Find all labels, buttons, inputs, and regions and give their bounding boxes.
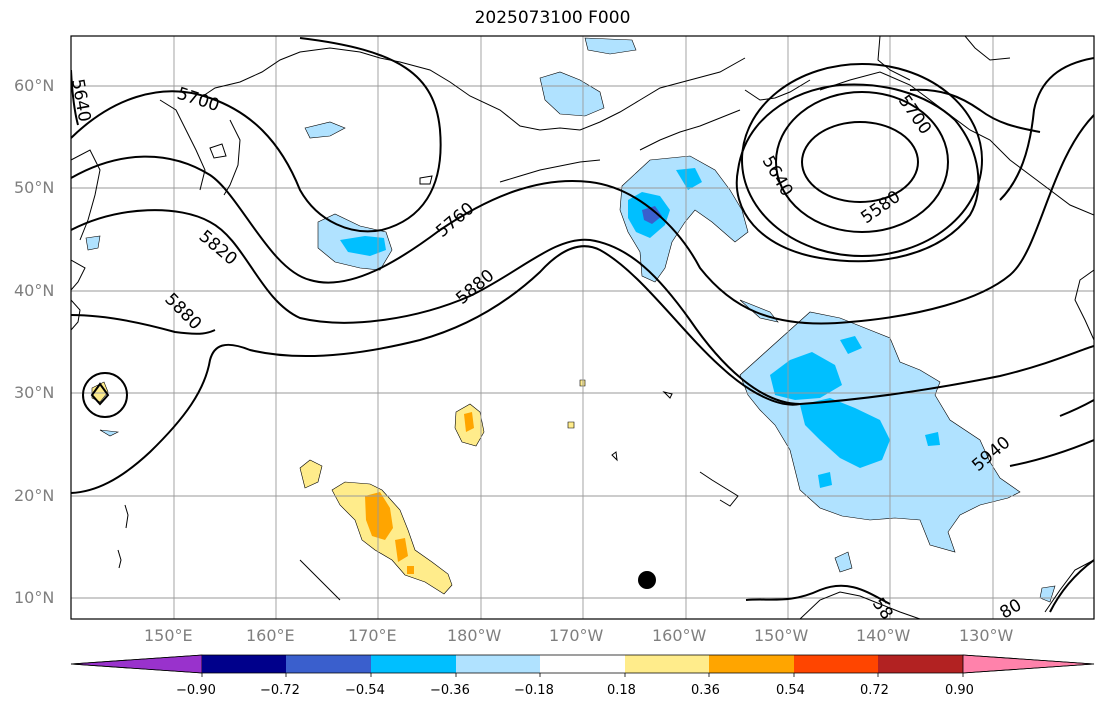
- colorbar-tick-label: 0.90: [945, 683, 974, 698]
- colorbar: [70, 654, 1095, 677]
- lon-label-130w: 130°W: [959, 626, 1014, 645]
- contour-label: 80: [997, 595, 1026, 623]
- lon-label-160e: 160°E: [246, 626, 295, 645]
- height-contours: [71, 37, 1094, 613]
- colorbar-tick-label: 0.72: [860, 683, 889, 698]
- colorbar-tick-label: −0.72: [260, 683, 300, 698]
- lon-label-170w: 170°W: [549, 626, 604, 645]
- colorbar-tick-label: −0.54: [345, 683, 385, 698]
- colorbar-segment: [371, 655, 456, 673]
- colorbar-tick-label: 0.54: [776, 683, 805, 698]
- colorbar-extend-high: [962, 654, 1095, 674]
- colorbar-tick-label: −0.90: [176, 683, 216, 698]
- colorbar-tick-label: −0.18: [514, 683, 554, 698]
- colorbar-segment: [540, 655, 625, 673]
- lon-label-140w: 140°W: [856, 626, 911, 645]
- coastlines: [71, 36, 1094, 619]
- lat-label-50n: 50°N: [14, 178, 55, 197]
- colorbar-segment: [709, 655, 794, 673]
- colorbar-segment: [625, 655, 709, 673]
- lon-label-160w: 160°W: [652, 626, 707, 645]
- contour-label: 5640: [67, 77, 94, 123]
- colorbar-segment: [794, 655, 878, 673]
- colorbar-tick-label: 0.36: [691, 683, 720, 698]
- map-canvas: 5700 5640 5820 5880 5760 5880 5640 5580 …: [67, 36, 1094, 623]
- lon-label-180w: 180°W: [447, 626, 502, 645]
- colorbar-tick-label: 0.18: [607, 683, 636, 698]
- colorbar-segment: [286, 655, 371, 673]
- lat-lon-grid: [71, 36, 1094, 619]
- lat-label-60n: 60°N: [14, 76, 55, 95]
- colorbar-extend-low: [70, 654, 203, 674]
- station-marker: [638, 571, 656, 589]
- map-frame: [70, 35, 1095, 620]
- orange-fields: [365, 412, 474, 574]
- lat-label-20n: 20°N: [14, 486, 55, 505]
- lat-label-10n: 10°N: [14, 588, 55, 607]
- lon-label-150e: 150°E: [144, 626, 193, 645]
- lon-label-150w: 150°W: [754, 626, 809, 645]
- lat-label-30n: 30°N: [14, 383, 55, 402]
- colorbar-tick-label: −0.36: [430, 683, 470, 698]
- colorbar-segment: [456, 655, 540, 673]
- colorbar-segment: [202, 655, 286, 673]
- colorbar-segment: [878, 655, 963, 673]
- lat-label-40n: 40°N: [14, 281, 55, 300]
- lon-label-170e: 170°E: [348, 626, 397, 645]
- royal-blue-fields: [642, 206, 662, 224]
- figure-title: 2025073100 F000: [474, 8, 631, 28]
